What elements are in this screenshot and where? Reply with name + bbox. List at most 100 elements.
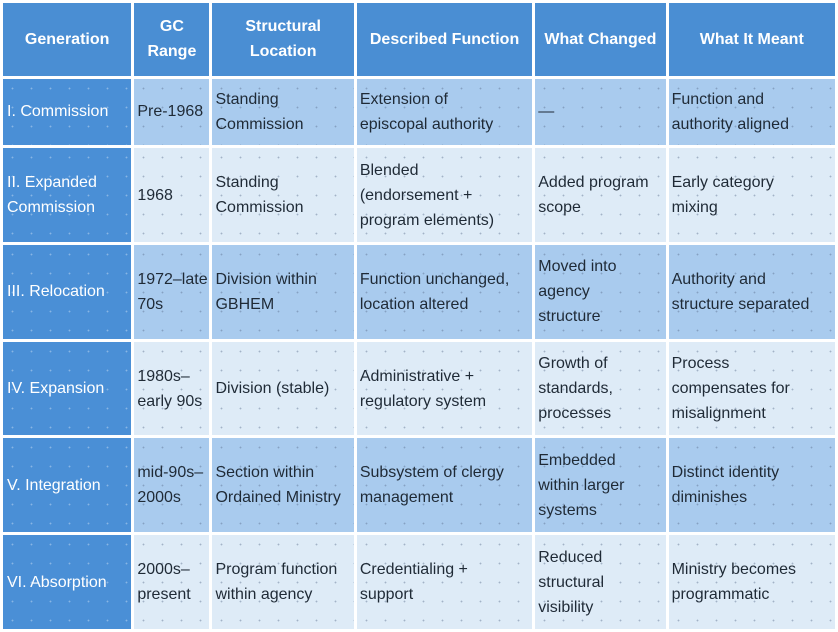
cell-line: III. Relocation xyxy=(7,283,105,301)
cell-line: present xyxy=(137,586,191,604)
what-it-meant-cell: Distinct identity diminishes xyxy=(668,438,835,533)
cell-line: Growth of xyxy=(538,355,608,373)
cell-line: Standing xyxy=(215,174,279,192)
generation-cell: VI. Absorption xyxy=(3,535,132,629)
cell-line: 2000s– xyxy=(137,561,190,579)
described-function-cell: Function unchanged, location altered xyxy=(356,244,533,339)
gc-range-cell: 1968 xyxy=(134,148,210,242)
structural-location-cell: Program function within agency xyxy=(212,535,354,629)
cell-line: support xyxy=(359,586,414,604)
cell-line: Function and xyxy=(671,90,765,108)
what-it-meant-cell: Ministry becomes programmatic xyxy=(668,535,835,629)
structural-location-cell: Standing Commission xyxy=(212,148,354,242)
described-function-cell: Administrative + regulatory system xyxy=(356,341,533,436)
table-row: VI. Absorption 2000s– present Program fun… xyxy=(3,535,835,629)
cell-line: Added program xyxy=(538,174,649,192)
cell-line: GBHEM xyxy=(215,295,275,313)
what-it-meant-cell: Authority and structure separated xyxy=(668,244,835,339)
cell-line: program elements) xyxy=(359,211,495,229)
cell-line: Subsystem of clergy xyxy=(359,464,504,482)
header-line: Generation xyxy=(24,30,110,48)
cell-line: Early category xyxy=(671,174,774,192)
cell-line: early 90s xyxy=(137,392,203,410)
cell-line: structural xyxy=(538,573,605,591)
table-row: II. Expanded Commission 1968 Standing Comm… xyxy=(3,148,835,242)
cell-line: Administrative + xyxy=(359,367,475,385)
cell-line: diminishes xyxy=(671,489,748,507)
gc-range-cell: 2000s– present xyxy=(134,535,210,629)
cell-line: V. Integration xyxy=(7,476,101,494)
what-changed-cell: Embedded within larger systems xyxy=(535,438,666,533)
header-what-changed: What Changed xyxy=(535,3,666,76)
cell-line: 1968 xyxy=(137,186,173,204)
described-function-cell: Extension of episcopal authority xyxy=(356,78,533,146)
cell-line: episcopal authority xyxy=(359,115,494,133)
cell-line: 1972–late xyxy=(137,270,208,288)
cell-line: Function unchanged, xyxy=(359,270,510,288)
gc-range-cell: mid-90s– 2000s xyxy=(134,438,210,533)
what-it-meant-cell: Early category mixing xyxy=(668,148,835,242)
table-row: V. Integration mid-90s– 2000s Section wit… xyxy=(3,438,835,533)
cell-line: Process xyxy=(671,355,730,373)
cell-line: systems xyxy=(538,501,597,519)
what-changed-cell: Reduced structural visibility xyxy=(535,535,666,629)
described-function-cell: Subsystem of clergy management xyxy=(356,438,533,533)
header-described-function: Described Function xyxy=(356,3,533,76)
what-changed-cell: — xyxy=(535,78,666,146)
table-row: IV. Expansion 1980s– early 90s Division (… xyxy=(3,341,835,436)
cell-line: visibility xyxy=(538,598,594,616)
cell-line: Division (stable) xyxy=(215,380,330,398)
gc-range-cell: Pre-1968 xyxy=(134,78,210,146)
what-changed-cell: Growth of standards, processes xyxy=(535,341,666,436)
structural-location-cell: Section within Ordained Ministry xyxy=(212,438,354,533)
cell-line: (endorsement + xyxy=(359,186,473,204)
cell-line: regulatory system xyxy=(359,392,487,410)
cell-line: within larger xyxy=(538,476,625,494)
cell-line: processes xyxy=(538,405,612,423)
cell-line: IV. Expansion xyxy=(7,380,105,398)
cell-line: structure xyxy=(538,308,601,326)
generation-cell: IV. Expansion xyxy=(3,341,132,436)
cell-line: Ordained Ministry xyxy=(215,489,341,507)
cell-line: compensates for xyxy=(671,380,790,398)
generation-cell: V. Integration xyxy=(3,438,132,533)
header-row: Generation GC Range Structural Location … xyxy=(3,3,835,76)
cell-line: Program function xyxy=(215,561,338,579)
cell-line: Blended xyxy=(359,161,419,179)
cell-line: authority aligned xyxy=(671,115,789,133)
structural-location-cell: Standing Commission xyxy=(212,78,354,146)
cell-line: 2000s xyxy=(137,489,181,507)
header-line: Location xyxy=(249,43,317,61)
cell-line: Extension of xyxy=(359,90,448,108)
table-row: III. Relocation 1972–late 70s Division wi… xyxy=(3,244,835,339)
header-line: Range xyxy=(147,43,197,61)
cell-line: Division within xyxy=(215,270,317,288)
cell-line: agency xyxy=(538,283,590,301)
cell-line: mid-90s– xyxy=(137,464,204,482)
cell-line: Section within xyxy=(215,464,315,482)
header-structural-location: Structural Location xyxy=(212,3,354,76)
gc-range-cell: 1972–late 70s xyxy=(134,244,210,339)
cell-line: Pre-1968 xyxy=(137,103,204,121)
cell-line: VI. Absorption xyxy=(7,573,107,591)
cell-line: within agency xyxy=(215,586,313,604)
generation-cell: II. Expanded Commission xyxy=(3,148,132,242)
structural-location-cell: Division (stable) xyxy=(212,341,354,436)
cell-line: management xyxy=(359,489,454,507)
cell-line: scope xyxy=(538,199,581,217)
described-function-cell: Blended (endorsement + program elements) xyxy=(356,148,533,242)
generation-cell: I. Commission xyxy=(3,78,132,146)
cell-line: Commission xyxy=(7,199,96,217)
cell-line: misalignment xyxy=(671,405,766,423)
structural-location-cell: Division within GBHEM xyxy=(212,244,354,339)
header-line: Structural xyxy=(245,18,321,36)
what-it-meant-cell: Process compensates for misalignment xyxy=(668,341,835,436)
header-what-it-meant: What It Meant xyxy=(668,3,835,76)
described-function-cell: Credentialing + support xyxy=(356,535,533,629)
cell-line: Ministry becomes xyxy=(671,561,797,579)
header-generation: Generation xyxy=(3,3,132,76)
header-line: Described Function xyxy=(369,30,520,48)
cell-line: Moved into xyxy=(538,258,617,276)
cell-line: 1980s– xyxy=(137,367,190,385)
